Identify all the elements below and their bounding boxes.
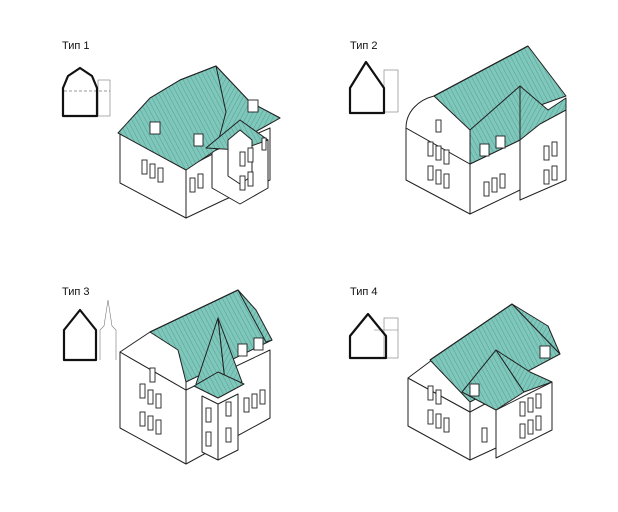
- type4-label: Тип 4: [350, 286, 378, 298]
- type2-section: [348, 45, 567, 215]
- type3-section: [62, 289, 273, 465]
- type1-label: Тип 1: [62, 40, 90, 52]
- type1-profile-icon: [61, 66, 111, 118]
- type1-section: [61, 65, 281, 219]
- type1-house: [117, 65, 281, 219]
- type4-house: [407, 303, 561, 461]
- type3-label: Тип 3: [62, 286, 90, 298]
- type3-house: [119, 289, 273, 465]
- type4-section: [348, 303, 561, 461]
- type2-house: [405, 45, 567, 215]
- type2-profile-icon: [348, 60, 399, 115]
- type4-profile-icon: [348, 312, 399, 360]
- type3-profile-icon: [62, 299, 117, 362]
- type2-label: Тип 2: [350, 40, 378, 52]
